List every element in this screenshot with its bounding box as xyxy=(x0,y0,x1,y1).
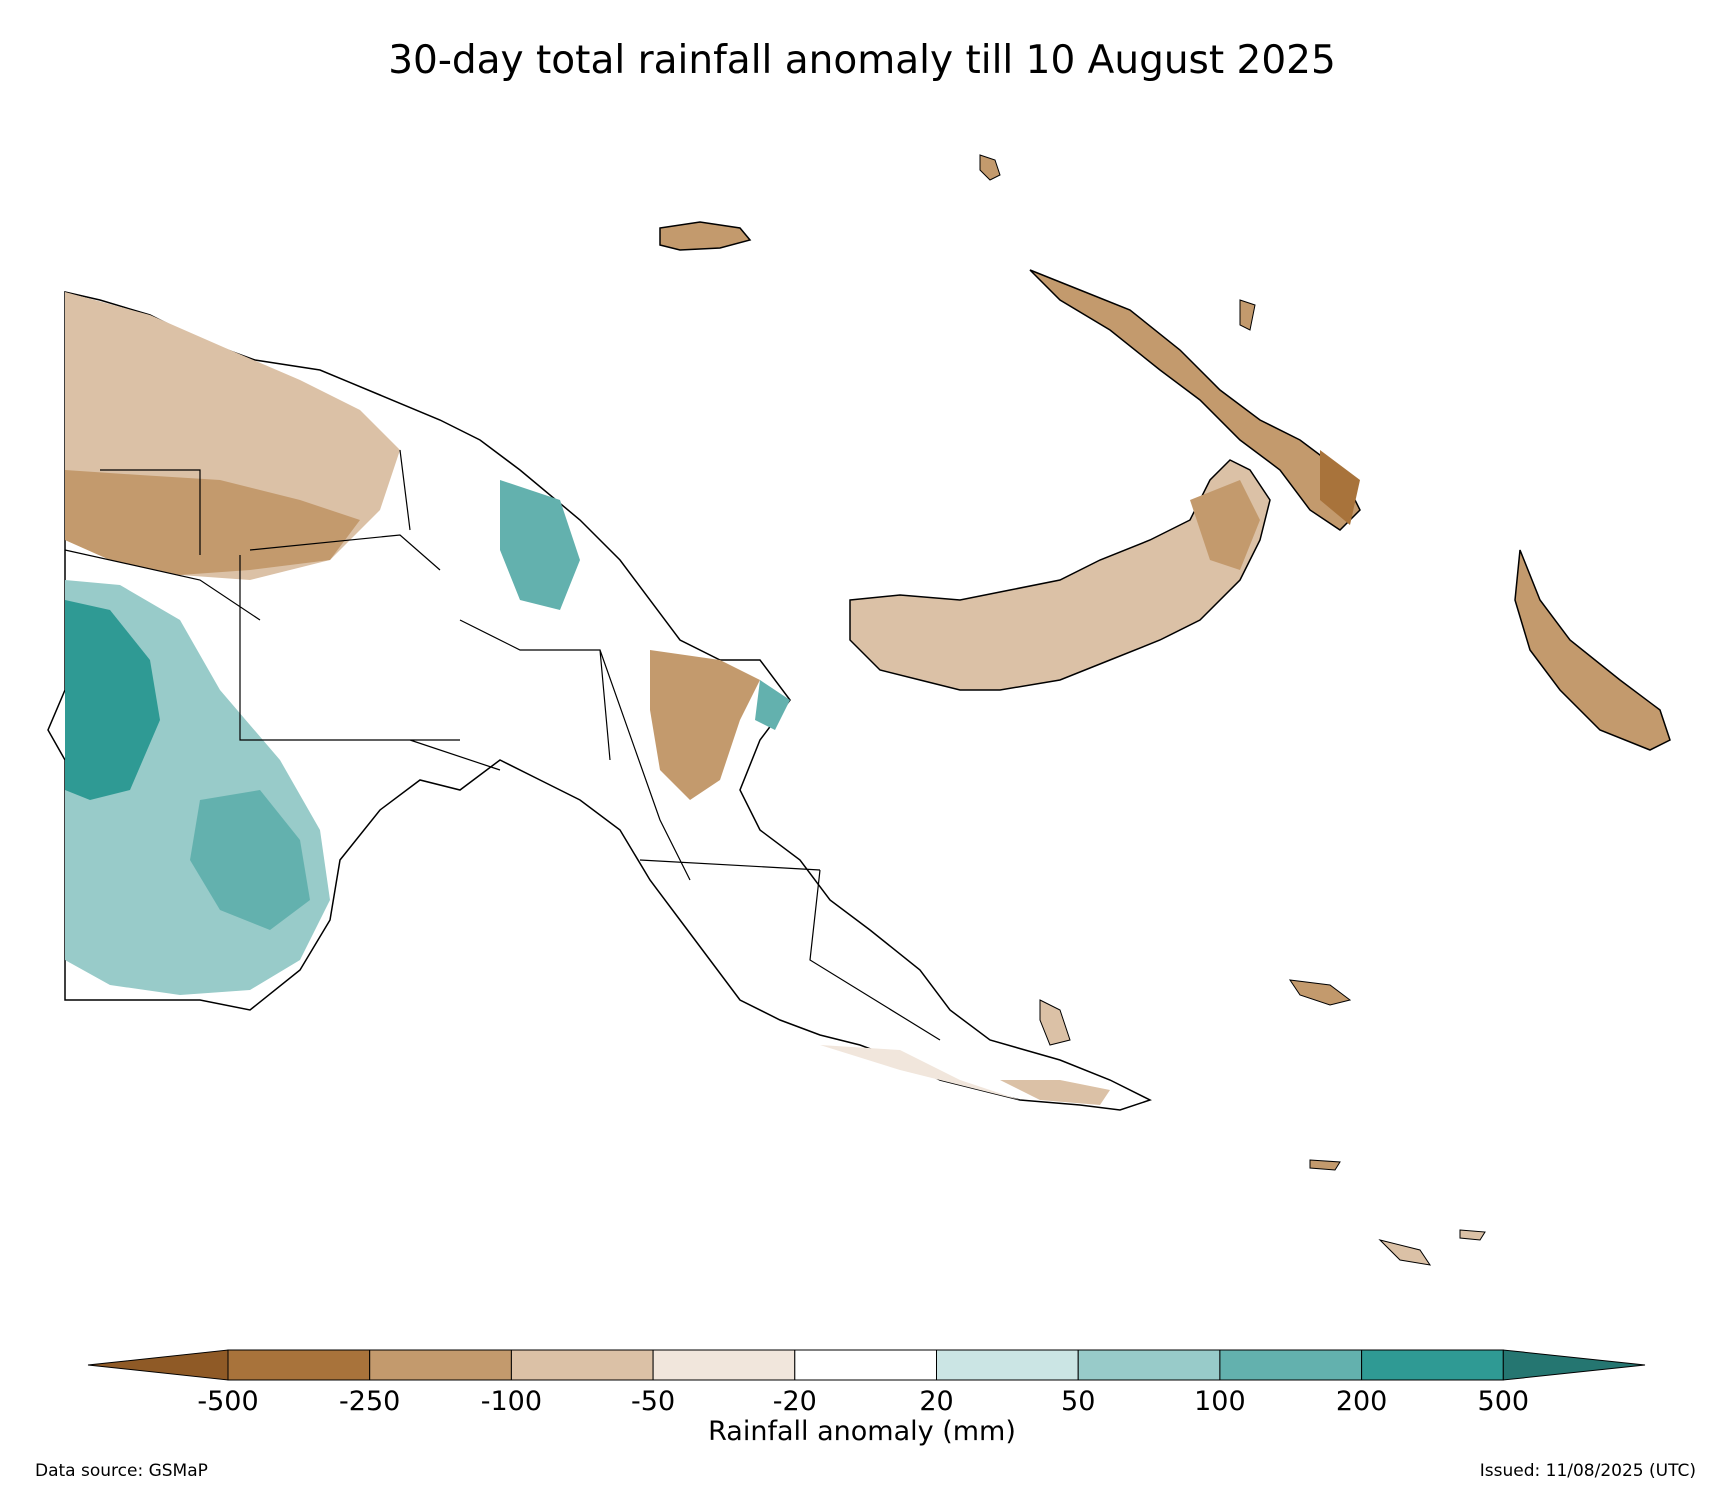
data-source: Data source: GSMaP xyxy=(35,1461,208,1481)
colorbar-extend-low xyxy=(87,1349,229,1381)
colorbar-bin xyxy=(1219,1349,1363,1381)
anomaly-zone-teal-northcoast xyxy=(500,480,580,610)
colorbar-tick-label: 50 xyxy=(1061,1386,1095,1417)
manus-outline xyxy=(659,221,752,251)
colorbar-bin xyxy=(510,1349,654,1381)
anomaly-zone-brown-core xyxy=(65,470,360,575)
small-islands xyxy=(979,154,1486,1266)
colorbar-group: -500 -250 -100 -50 -20 20 50 100 200 500 xyxy=(87,1349,1646,1417)
colorbar-bin xyxy=(369,1349,512,1381)
colorbar-bin xyxy=(652,1349,796,1381)
island-south-2 xyxy=(1288,979,1352,1006)
colorbar-bin xyxy=(936,1349,1079,1381)
colorbar-bin xyxy=(227,1349,371,1381)
island-north xyxy=(979,154,1001,181)
bougainville xyxy=(1514,549,1671,751)
bougainville-outline xyxy=(1514,549,1671,751)
anomaly-zone-brown-huon xyxy=(650,650,760,800)
colorbar-bin xyxy=(1077,1349,1221,1381)
island-east xyxy=(1239,299,1256,331)
island-south-3 xyxy=(1309,1159,1341,1171)
colorbar-tick-label: 20 xyxy=(919,1386,953,1417)
anomaly-zone-teal-mid xyxy=(190,790,310,930)
anomaly-zone-beige-southeast xyxy=(1000,1080,1110,1105)
island-south-1 xyxy=(1039,999,1071,1046)
map-title: 30-day total rainfall anomaly till 10 Au… xyxy=(388,38,1336,83)
colorbar-tick-label: 100 xyxy=(1194,1386,1246,1417)
colorbar-extend-high xyxy=(1502,1349,1646,1381)
colorbar-tick-label: 200 xyxy=(1336,1386,1388,1417)
island-southeast-2 xyxy=(1459,1229,1486,1241)
manus-island xyxy=(659,221,752,251)
anomaly-zone-teal-core xyxy=(65,600,160,800)
colorbar-label: Rainfall anomaly (mm) xyxy=(708,1416,1016,1447)
colorbar-tick-label: -250 xyxy=(339,1386,400,1417)
mainland-new-guinea xyxy=(47,291,1152,1111)
colorbar-tick-label: -50 xyxy=(631,1386,675,1417)
new-britain-outline xyxy=(849,459,1271,691)
new-ireland-core xyxy=(1320,450,1360,525)
colorbar-bin xyxy=(794,1349,937,1381)
anomaly-zone-light-southeast xyxy=(820,1045,1020,1100)
colorbar-tick-label: -500 xyxy=(197,1386,258,1417)
anomaly-zone-teal-huon xyxy=(755,680,790,730)
new-ireland xyxy=(1029,269,1361,531)
colorbar-tick-label: -20 xyxy=(773,1386,817,1417)
colorbar-bin xyxy=(1361,1349,1504,1381)
colorbar-tick-label: -100 xyxy=(481,1386,542,1417)
new-britain-core xyxy=(1190,480,1260,570)
colorbar-tick-label: 500 xyxy=(1478,1386,1530,1417)
island-southeast xyxy=(1378,1239,1432,1266)
issued-date: Issued: 11/08/2025 (UTC) xyxy=(1479,1461,1696,1481)
province-boundaries xyxy=(64,449,941,1041)
new-britain xyxy=(849,459,1271,691)
